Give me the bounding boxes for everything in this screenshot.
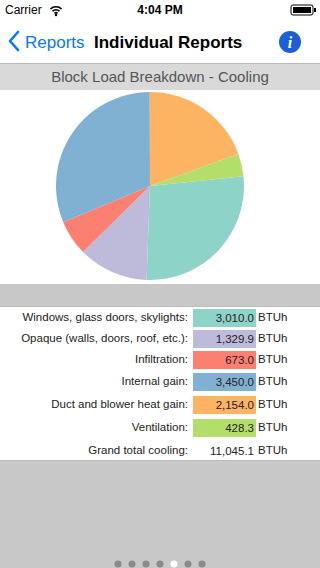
- svg-text:4:04 PM: 4:04 PM: [137, 3, 182, 17]
- html-text:Opaque (walls, doors, roof, et: Opaque (walls, doors, roof, etc.):: [21, 332, 188, 344]
- html-text:1,329.9 BTUh: 1,329.9 BTUh: [215, 332, 288, 345]
- html-text:428.3 BTUh: 428.3 BTUh: [225, 421, 288, 434]
- html-text:Internal gain:: Internal gain:: [121, 375, 188, 387]
- html-text:3,010.0 BTUh: 3,010.0 BTUh: [215, 311, 288, 324]
- html-text:Windows, glass doors, skylight: Windows, glass doors, skylights:: [22, 311, 188, 323]
- html-text:11,045.1 BTUh: 11,045.1 BTUh: [210, 444, 288, 457]
- svg-text:i: i: [288, 34, 293, 51]
- svg-text:Carrier: Carrier: [5, 3, 42, 17]
- html-text:Grand total cooling:: Grand total cooling:: [88, 444, 188, 456]
- html-text:2,154.0 BTUh: 2,154.0 BTUh: [215, 398, 288, 411]
- html-text:Ventilation:: Ventilation:: [131, 421, 188, 433]
- svg-text:Individual Reports: Individual Reports: [94, 33, 242, 52]
- html-text:673.0 BTUh: 673.0 BTUh: [225, 353, 288, 366]
- svg-text:Reports: Reports: [25, 33, 85, 52]
- html-text:Duct and blower heat gain:: Duct and blower heat gain:: [51, 398, 188, 410]
- html-text:Block Load Breakdown - Cooling: Block Load Breakdown - Cooling: [51, 68, 269, 85]
- html-text:Infiltration:: Infiltration:: [134, 353, 188, 365]
- html-text:3,450.0 BTUh: 3,450.0 BTUh: [215, 375, 288, 388]
